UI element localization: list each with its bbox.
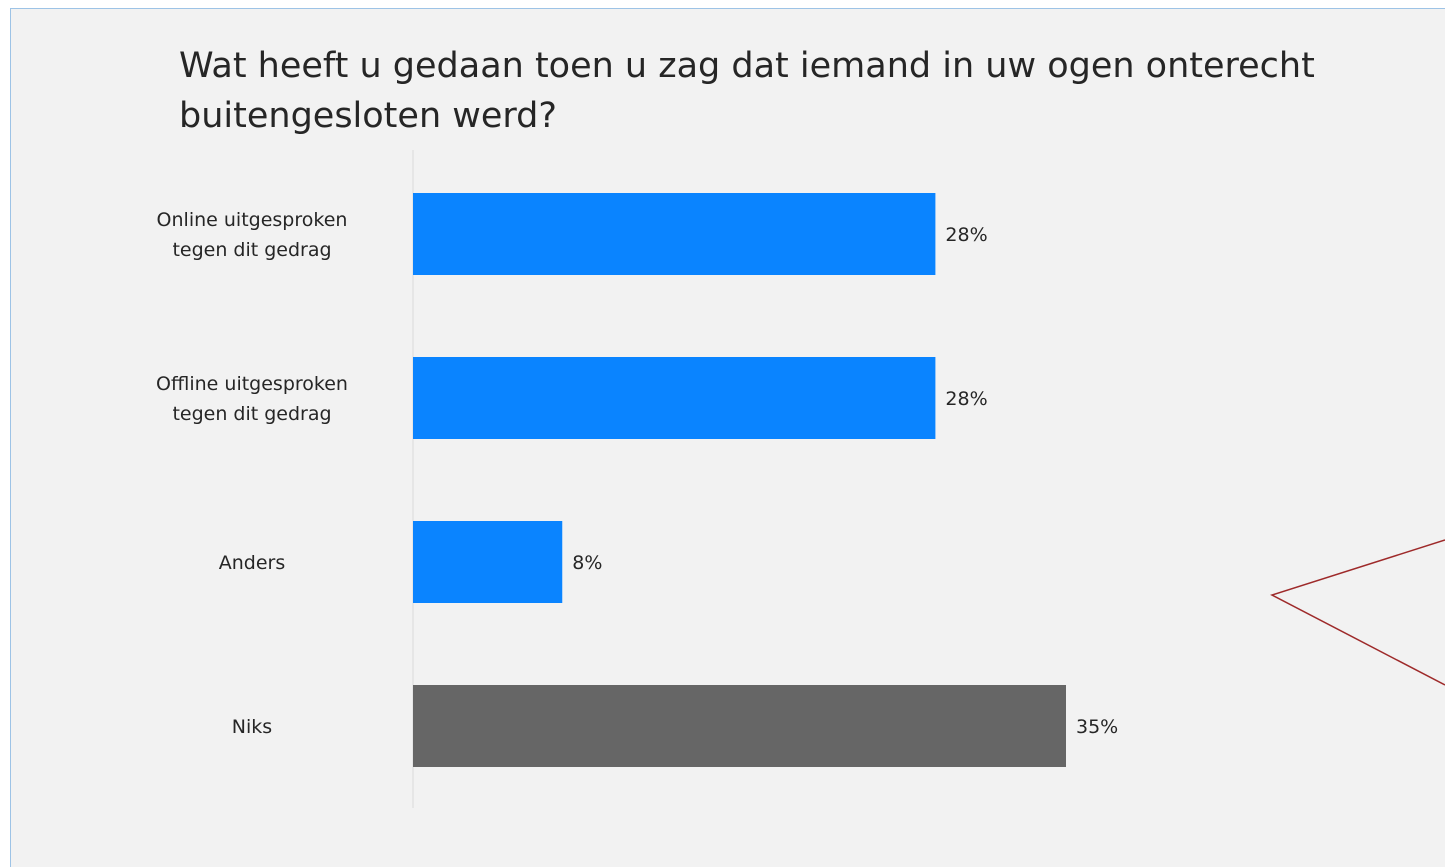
bar-4 bbox=[413, 685, 1066, 767]
value-label-4: 35% bbox=[1076, 716, 1118, 738]
bar-1 bbox=[413, 193, 936, 275]
category-label-1: Online uitgesproken tegen dit gedrag bbox=[157, 209, 348, 261]
value-label-2: 28% bbox=[945, 388, 987, 410]
chart-title: Wat heeft u gedaan toen u zag dat iemand… bbox=[179, 46, 1315, 136]
category-label-3: Anders bbox=[219, 552, 286, 574]
category-label-4: Niks bbox=[232, 716, 272, 738]
bar-2 bbox=[413, 357, 936, 439]
value-label-3: 8% bbox=[572, 552, 602, 574]
bar-3 bbox=[413, 521, 563, 603]
value-label-1: 28% bbox=[945, 224, 987, 246]
callout-shape bbox=[1270, 539, 1445, 686]
category-label-2: Offline uitgesproken tegen dit gedrag bbox=[156, 373, 348, 425]
